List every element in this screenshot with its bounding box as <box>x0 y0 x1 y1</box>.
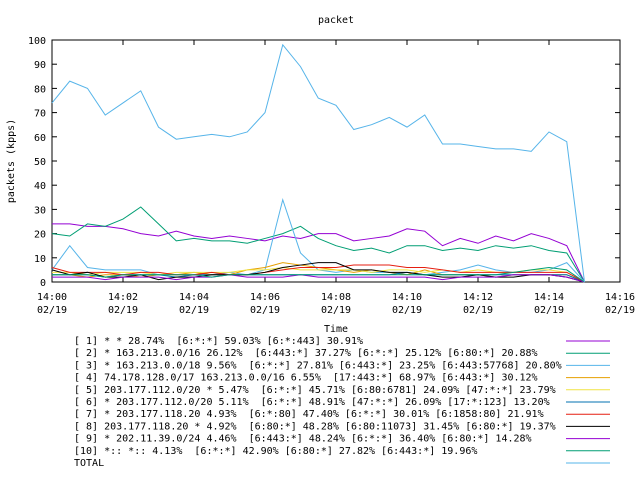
y-tick-label: 0 <box>40 278 46 289</box>
legend-label: [ 7] * 203.177.118.20 4.93% [6:*:80] 47.… <box>74 409 544 420</box>
y-tick-label: 50 <box>34 157 46 168</box>
x-tick-label: 14:00 <box>37 292 67 303</box>
y-tick-label: 80 <box>34 84 46 95</box>
series-line <box>52 274 585 283</box>
x-tick-label: 14:10 <box>392 292 422 303</box>
x-tick-date: 02/19 <box>605 305 635 316</box>
legend-label: [ 2] * 163.213.0.0/16 26.12% [6:443:*] 3… <box>74 348 538 359</box>
legend-label: [10] *:: *:: 4.13% [6:*:*] 42.90% [6:80:… <box>74 446 477 457</box>
series-line <box>52 266 585 283</box>
x-tick-label: 14:06 <box>250 292 280 303</box>
x-tick-label: 14:14 <box>534 292 564 303</box>
x-tick-date: 02/19 <box>392 305 422 316</box>
y-tick-label: 60 <box>34 133 46 144</box>
y-tick-label: 20 <box>34 230 46 241</box>
series-line <box>51 43 585 283</box>
x-tick-date: 02/19 <box>108 305 138 316</box>
legend-label: [ 6] * 203.177.112.0/20 5.11% [6:*:*] 48… <box>74 397 550 408</box>
x-tick-label: 14:04 <box>179 292 209 303</box>
legend-label: [ 8] 203.177.118.20 * 4.92% [6:80:*] 48.… <box>74 421 556 432</box>
legend-label: [ 1] * * 28.74% [6:*:*] 59.03% [6:*:443]… <box>74 336 363 347</box>
x-tick-label: 14:12 <box>463 292 493 303</box>
y-tick-label: 40 <box>34 181 46 192</box>
x-tick-date: 02/19 <box>321 305 351 316</box>
x-tick-date: 02/19 <box>250 305 280 316</box>
y-tick-label: 90 <box>34 60 46 71</box>
x-tick-date: 02/19 <box>179 305 209 316</box>
y-tick-label: 100 <box>28 36 46 47</box>
series-line <box>51 264 585 283</box>
legend-label: TOTAL <box>74 458 104 469</box>
x-axis-label: Time <box>324 324 348 335</box>
chart-title: packet <box>318 15 354 26</box>
series-line <box>52 223 585 283</box>
x-tick-date: 02/19 <box>37 305 67 316</box>
y-tick-label: 70 <box>34 109 46 120</box>
legend-label: [ 5] 203.177.112.0/20 * 5.47% [6:*:*] 45… <box>74 385 556 396</box>
y-tick-label: 30 <box>34 205 46 216</box>
x-tick-date: 02/19 <box>534 305 564 316</box>
y-tick-label: 10 <box>34 254 46 265</box>
x-tick-date: 02/19 <box>463 305 493 316</box>
legend-label: [ 9] * 202.11.39.0/24 4.46% [6:443:*] 48… <box>74 434 532 445</box>
series-line <box>51 206 585 283</box>
x-tick-label: 14:08 <box>321 292 351 303</box>
legend-label: [ 4] 74.178.128.0/17 163.213.0.0/16 6.55… <box>74 373 538 384</box>
y-axis-label: packets (kpps) <box>6 119 17 203</box>
x-tick-label: 14:02 <box>108 292 138 303</box>
x-tick-label: 14:16 <box>605 292 635 303</box>
legend-label: [ 3] * 163.213.0.0/18 9.56% [6:*:*] 27.8… <box>74 360 562 371</box>
